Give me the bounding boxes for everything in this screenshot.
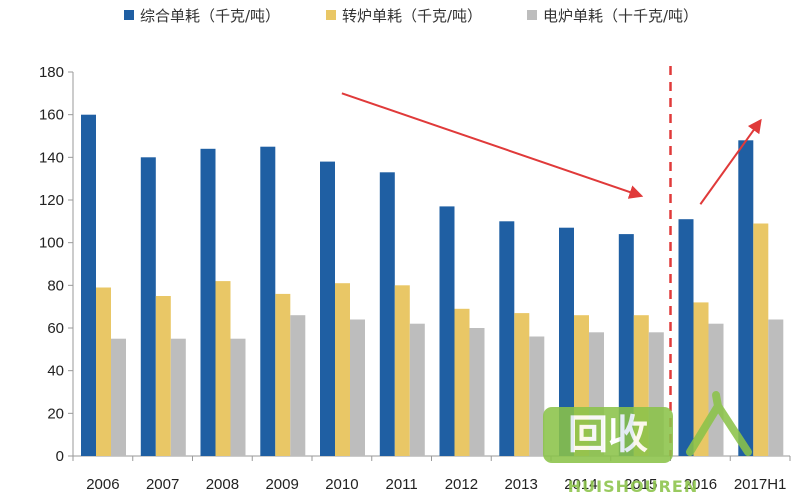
- bar-1-2010: [335, 283, 350, 456]
- bar-2-2009: [290, 315, 306, 456]
- bar-0-2016: [678, 219, 694, 456]
- bar-1-2016: [693, 302, 709, 456]
- x-tick-label: 2008: [206, 476, 239, 493]
- y-tick-label: 180: [39, 64, 64, 81]
- y-tick-label: 20: [47, 405, 64, 422]
- x-tick-label: 2015: [624, 476, 657, 493]
- legend-item-1: 转炉单耗（千克/吨）: [326, 7, 482, 25]
- bar-1-2008: [215, 281, 231, 456]
- watermark-logo-text: 回收: [568, 412, 648, 458]
- bar-0-2006: [81, 114, 96, 456]
- x-tick-label: 2010: [325, 476, 358, 493]
- y-tick-label: 80: [47, 277, 64, 294]
- x-tick-label: 2014: [564, 476, 597, 493]
- bar-0-2012: [439, 206, 455, 456]
- legend-swatch-0: [124, 10, 134, 20]
- bar-2-2008: [230, 338, 246, 456]
- bar-0-2014: [559, 227, 574, 456]
- bar-1-2017H1: [753, 223, 769, 456]
- legend-item-2: 电炉单耗（十千克/吨）: [527, 7, 698, 25]
- bar-0-2013: [499, 221, 515, 456]
- bar-2-2006: [111, 338, 126, 456]
- bar-0-2007: [140, 157, 156, 457]
- legend-swatch-2: [527, 10, 537, 20]
- bar-1-2012: [454, 308, 470, 456]
- bar-0-2008: [200, 148, 216, 457]
- bar-2-2012: [469, 328, 485, 456]
- bar-2-2007: [170, 338, 186, 456]
- legend-label-1: 转炉单耗（千克/吨）: [342, 7, 482, 25]
- y-axis-ticks: 0 20 40 60 80 100 120 140 160 180: [39, 64, 73, 465]
- watermark-badge: [543, 407, 673, 463]
- watermark-sub-text: HUISHOUREN: [568, 477, 698, 496]
- y-tick-label: 0: [56, 448, 64, 465]
- x-tick-label: 2016: [684, 476, 717, 493]
- x-tick-label: 2007: [146, 476, 179, 493]
- bar-0-2015: [618, 234, 634, 456]
- x-tick-label: 2006: [86, 476, 119, 493]
- bar-1-2009: [275, 293, 291, 456]
- bar-0-2010: [320, 161, 335, 456]
- x-tick-label: 2012: [445, 476, 478, 493]
- x-tick-label: 2009: [265, 476, 298, 493]
- y-tick-label: 100: [39, 235, 64, 252]
- bar-1-2007: [155, 296, 171, 456]
- x-tick-label: 2013: [504, 476, 537, 493]
- watermark-logo: 回收 HUISHOUREN: [543, 391, 752, 496]
- bar-2-2016: [708, 323, 724, 456]
- bar-1-2006: [96, 287, 111, 456]
- bar-0-2017H1: [738, 140, 754, 457]
- y-tick-label: 40: [47, 363, 64, 380]
- legend-label-0: 综合单耗（千克/吨）: [140, 7, 280, 25]
- annotations: [341, 66, 762, 456]
- bar-1-2013: [514, 313, 530, 456]
- bar-1-2011: [394, 285, 410, 456]
- bar-0-2011: [379, 172, 395, 457]
- legend-label-2: 电炉单耗（十千克/吨）: [543, 7, 698, 25]
- legend: 综合单耗（千克/吨） 转炉单耗（千克/吨） 电炉单耗（十千克/吨）: [124, 7, 698, 25]
- y-tick-label: 160: [39, 107, 64, 124]
- bar-2-2017H1: [768, 319, 784, 456]
- trend-arrow-2: [699, 118, 762, 205]
- bar-2-2010: [350, 319, 365, 456]
- legend-swatch-1: [326, 10, 336, 20]
- legend-item-0: 综合单耗（千克/吨）: [124, 7, 280, 25]
- y-tick-label: 60: [47, 320, 64, 337]
- watermark-person-mark: [686, 391, 752, 456]
- y-tick-label: 140: [39, 149, 64, 166]
- x-tick-label: 2017H1: [734, 476, 787, 493]
- bars: [81, 114, 784, 457]
- bar-2-2011: [409, 323, 425, 456]
- trend-arrow-0: [341, 92, 644, 199]
- bar-2-2013: [529, 336, 545, 456]
- x-tick-label: 2011: [385, 476, 417, 493]
- y-tick-label: 120: [39, 192, 64, 209]
- bar-0-2009: [260, 146, 276, 456]
